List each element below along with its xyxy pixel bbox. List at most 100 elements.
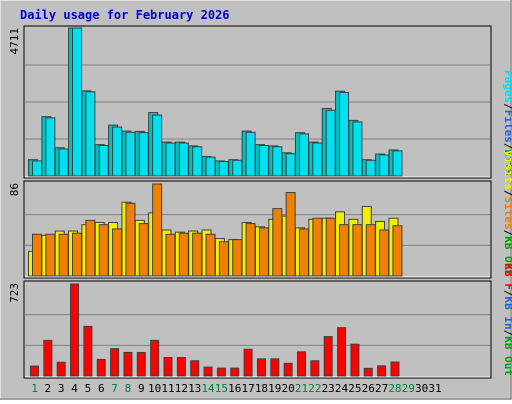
bar-sites-day-7 bbox=[112, 228, 123, 277]
legend-kb-out: KB Out bbox=[502, 236, 512, 276]
x-tick-label-day-7: 7 bbox=[111, 382, 118, 395]
x-tick-label-day-3: 3 bbox=[58, 382, 65, 395]
panel-legend-text: Pages/Files/Hits bbox=[502, 70, 512, 176]
bar-kb-f-day-8 bbox=[123, 351, 133, 377]
x-tick-label-day-21: 21 bbox=[295, 382, 308, 395]
bar-kb-f-day-7 bbox=[110, 348, 120, 377]
bar-kb-f-day-10 bbox=[150, 339, 160, 377]
panel-legend: KB F/KB In/KB Out bbox=[502, 263, 512, 376]
x-tick-label-day-16: 16 bbox=[228, 382, 241, 395]
legend-separator: / bbox=[502, 330, 512, 337]
bar-kb-f-day-2 bbox=[43, 339, 53, 377]
legend-visits: Visits bbox=[502, 150, 512, 190]
x-tick-label-day-31: 31 bbox=[428, 382, 441, 395]
bar-files-day-16 bbox=[232, 159, 243, 177]
bar-kb-f-day-5 bbox=[83, 325, 93, 377]
bar-kb-f-day-23 bbox=[323, 336, 333, 377]
x-tick-label-day-20: 20 bbox=[282, 382, 295, 395]
bar-kb-f-day-11 bbox=[163, 357, 173, 377]
x-tick-label-day-10: 10 bbox=[148, 382, 161, 395]
bar-kb-f-day-25 bbox=[350, 343, 360, 377]
panel-legend-text: KB F/KB In/KB Out bbox=[502, 263, 512, 376]
x-tick-label-day-25: 25 bbox=[348, 382, 361, 395]
x-tick-label-day-14: 14 bbox=[201, 382, 215, 395]
x-tick-label-day-8: 8 bbox=[125, 382, 132, 395]
bar-kb-f-day-15 bbox=[216, 367, 226, 377]
bar-files-day-7 bbox=[112, 126, 123, 177]
bar-files-day-25 bbox=[352, 121, 363, 177]
bar-files-day-12 bbox=[178, 142, 189, 177]
bar-files-day-24 bbox=[339, 91, 350, 177]
bar-sites-day-4 bbox=[72, 232, 83, 277]
x-tick-label-day-9: 9 bbox=[138, 382, 145, 395]
panel-middle: 86 Visits/Sites/KB Out bbox=[8, 150, 512, 279]
bar-sites-day-26 bbox=[365, 224, 376, 277]
bar-kb-f-day-27 bbox=[377, 365, 387, 377]
legend-pages: Pages bbox=[502, 70, 512, 103]
bar-sites-day-20 bbox=[285, 192, 296, 277]
bar-sites-day-11 bbox=[165, 233, 176, 277]
legend-hits: Hits bbox=[502, 150, 512, 177]
bar-kb-f-day-3 bbox=[56, 361, 66, 377]
x-tick-label-day-13: 13 bbox=[188, 382, 201, 395]
x-tick-label-day-19: 19 bbox=[268, 382, 281, 395]
legend-separator: / bbox=[502, 190, 512, 197]
bar-kb-f-day-24 bbox=[337, 327, 347, 377]
bar-sites-day-1 bbox=[32, 233, 42, 277]
x-tick-label-day-6: 6 bbox=[98, 382, 105, 395]
bar-kb-f-day-19 bbox=[270, 358, 280, 377]
bar-sites-day-28 bbox=[392, 225, 403, 277]
x-tick-label-day-23: 23 bbox=[322, 382, 335, 395]
bar-kb-f-day-16 bbox=[230, 367, 240, 377]
bar-files-day-13 bbox=[192, 146, 203, 177]
bar-files-day-22 bbox=[312, 142, 323, 177]
panel-top: 4711 Pages/Files/Hits bbox=[8, 25, 512, 179]
x-tick-label-day-29: 29 bbox=[402, 382, 415, 395]
x-tick-label-day-30: 30 bbox=[415, 382, 428, 395]
legend-separator: / bbox=[502, 143, 512, 150]
bar-sites-day-25 bbox=[352, 224, 363, 277]
bar-kb-f-day-21 bbox=[297, 351, 306, 377]
bar-sites-day-12 bbox=[178, 232, 189, 277]
bar-kb-f-day-14 bbox=[203, 366, 213, 377]
legend-separator: / bbox=[502, 290, 512, 297]
x-tick-label-day-26: 26 bbox=[362, 382, 375, 395]
panel-legend-text: Visits/Sites/KB Out bbox=[502, 150, 512, 276]
bar-kb-f-day-26 bbox=[363, 367, 373, 377]
panel-max-label: 723 bbox=[8, 283, 21, 303]
legend-separator: / bbox=[502, 230, 512, 237]
bar-kb-f-day-22 bbox=[310, 360, 320, 377]
bar-files-day-18 bbox=[258, 145, 269, 177]
chart-panels: 4711 Pages/Files/Hits 86 Visits/Sites/KB Ou… bbox=[8, 25, 512, 379]
x-tick-label-day-17: 17 bbox=[241, 382, 254, 395]
bar-kb-f-day-4 bbox=[70, 283, 80, 377]
panel-legend: Visits/Sites/KB Out bbox=[502, 150, 512, 276]
bar-files-day-5 bbox=[85, 91, 96, 177]
bar-files-day-10 bbox=[152, 114, 163, 177]
bar-sites-day-14 bbox=[205, 233, 216, 277]
panel-frame bbox=[23, 280, 492, 379]
panel-legend: Pages/Files/Hits bbox=[502, 70, 512, 176]
bar-sites-day-24 bbox=[339, 224, 350, 277]
panel-max-label: 86 bbox=[8, 183, 21, 196]
bar-files-day-11 bbox=[165, 142, 176, 177]
bar-files-day-23 bbox=[325, 109, 336, 177]
bar-files-day-28 bbox=[392, 150, 403, 177]
x-axis-day-labels: 1 2 3 4 5 6 7 8 9 10 11 12 13 14 15 16 17 18 19 20 21 22 23 24 2… bbox=[31, 382, 441, 395]
bar-sites-day-8 bbox=[125, 202, 136, 277]
bar-sites-day-22 bbox=[312, 217, 323, 277]
panel-frame bbox=[23, 180, 492, 279]
x-tick-label-day-1: 1 bbox=[31, 382, 38, 395]
x-tick-label-day-28: 28 bbox=[388, 382, 401, 395]
panel-max-label: 4711 bbox=[8, 28, 21, 55]
bar-files-day-6 bbox=[98, 145, 109, 177]
bar-kb-f-day-28 bbox=[390, 361, 400, 377]
legend-separator: / bbox=[502, 103, 512, 110]
bar-kb-f-day-1 bbox=[30, 365, 39, 377]
bar-files-day-2 bbox=[45, 117, 56, 177]
bar-files-day-27 bbox=[379, 154, 390, 177]
bar-sites-day-6 bbox=[98, 224, 109, 277]
panel-bottom: 723 KB F/KB In/KB Out bbox=[8, 263, 512, 379]
x-tick-label-day-18: 18 bbox=[255, 382, 268, 395]
